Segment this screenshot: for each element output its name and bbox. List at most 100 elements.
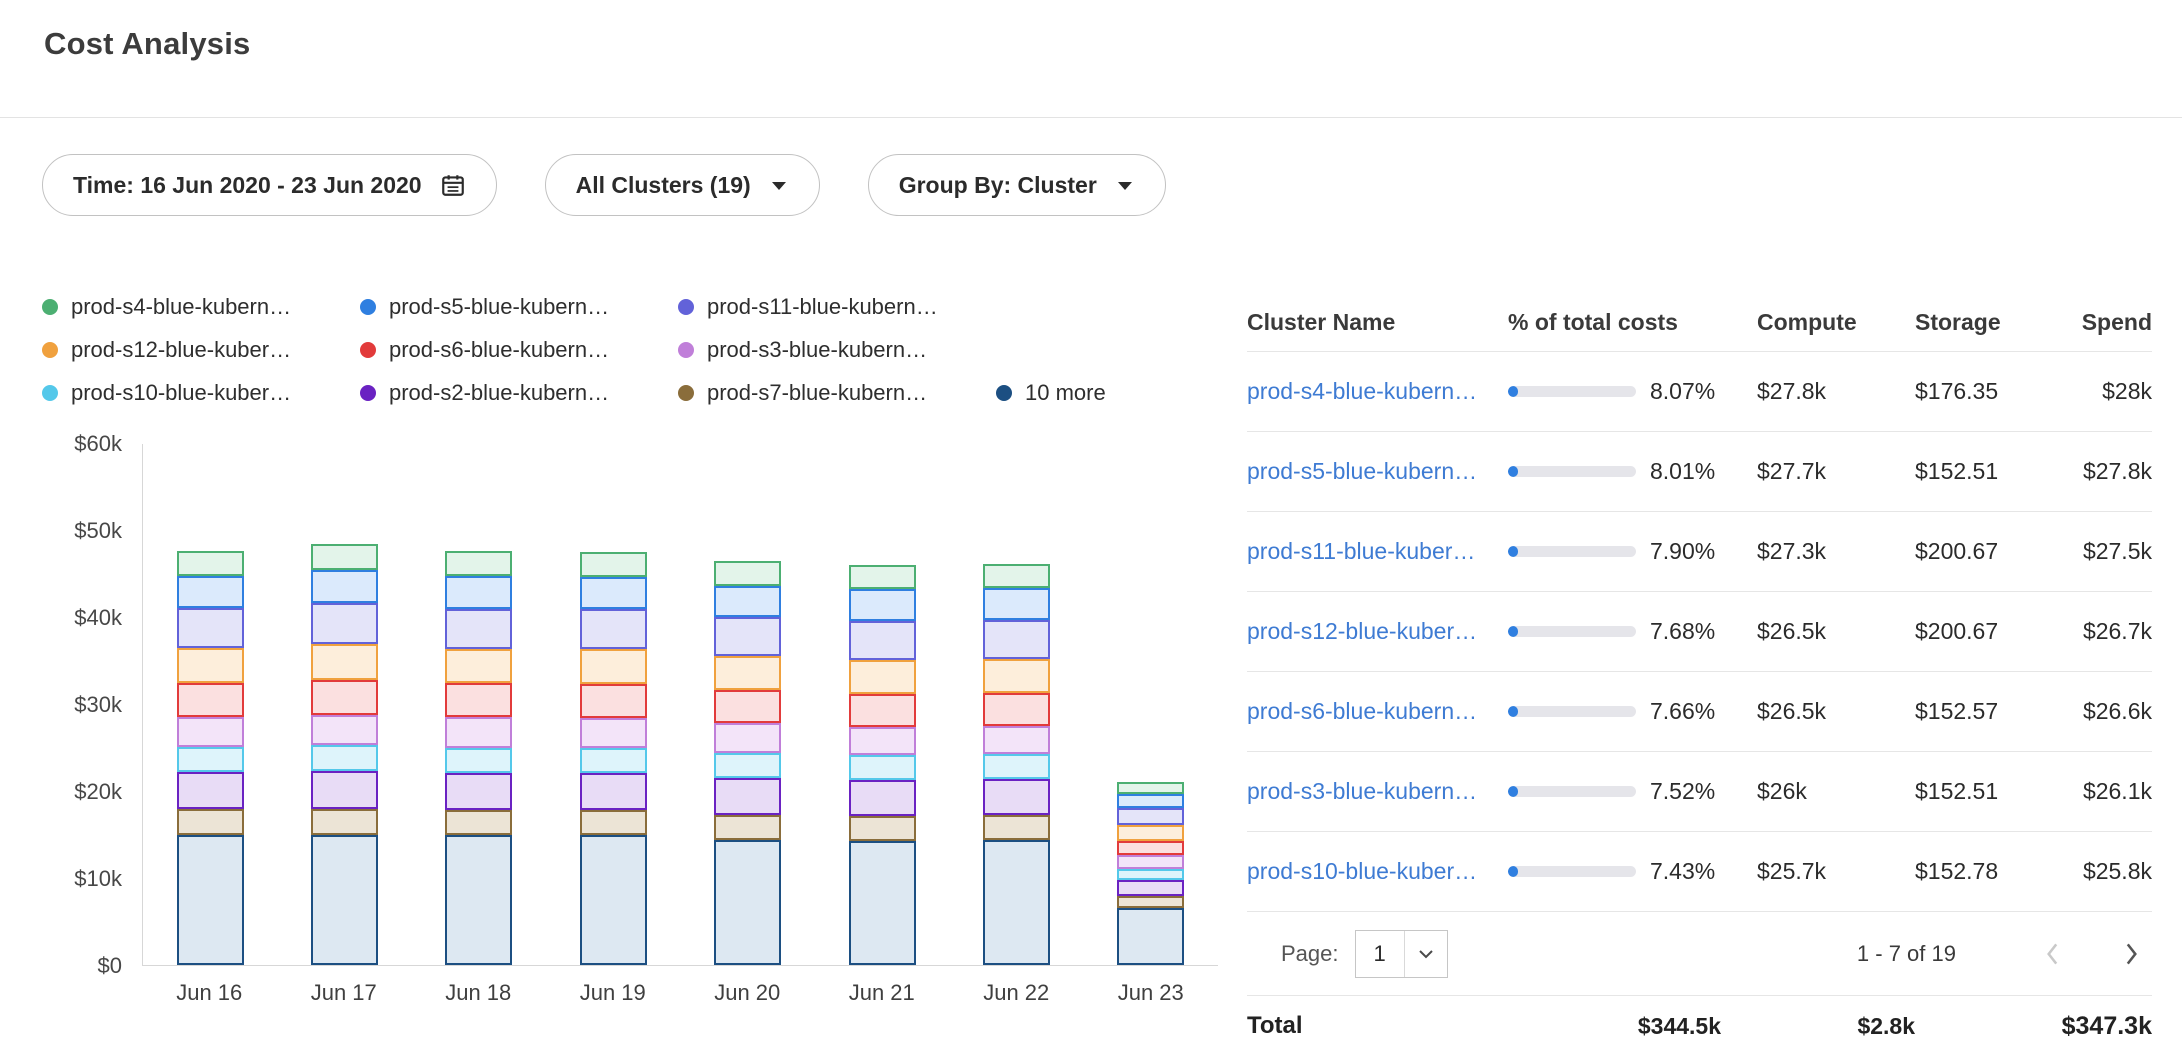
cluster-name-link[interactable]: prod-s4-blue-kubern…: [1247, 378, 1508, 405]
bar-segment[interactable]: [983, 564, 1050, 588]
stacked-bar[interactable]: [1117, 782, 1184, 965]
bar-segment[interactable]: [580, 552, 647, 577]
bar-segment[interactable]: [714, 753, 781, 778]
bar-segment[interactable]: [311, 680, 378, 715]
bar-segment[interactable]: [1117, 855, 1184, 868]
bar-segment[interactable]: [580, 649, 647, 684]
bar-segment[interactable]: [849, 727, 916, 756]
stacked-bar[interactable]: [983, 564, 1050, 965]
bar-segment[interactable]: [580, 835, 647, 965]
bar-segment[interactable]: [311, 771, 378, 809]
bar-segment[interactable]: [177, 683, 244, 717]
bar-segment[interactable]: [445, 683, 512, 717]
bar-segment[interactable]: [177, 608, 244, 648]
bar-segment[interactable]: [1117, 880, 1184, 897]
time-range-filter-button[interactable]: Time: 16 Jun 2020 - 23 Jun 2020: [42, 154, 497, 216]
legend-item[interactable]: prod-s2-blue-kubern…: [360, 380, 678, 406]
column-header[interactable]: % of total costs: [1508, 309, 1757, 336]
bar-segment[interactable]: [177, 576, 244, 608]
bar-segment[interactable]: [849, 841, 916, 965]
legend-item[interactable]: prod-s12-blue-kuber…: [42, 337, 360, 363]
column-header[interactable]: Compute: [1757, 309, 1915, 336]
cluster-name-link[interactable]: prod-s10-blue-kuber…: [1247, 858, 1508, 885]
bar-segment[interactable]: [580, 577, 647, 609]
bar-segment[interactable]: [177, 747, 244, 772]
bar-segment[interactable]: [177, 772, 244, 809]
stacked-bar[interactable]: [445, 551, 512, 965]
bar-segment[interactable]: [445, 576, 512, 608]
bar-segment[interactable]: [177, 648, 244, 683]
page-select[interactable]: 1: [1355, 930, 1448, 978]
bar-segment[interactable]: [1117, 825, 1184, 841]
bar-segment[interactable]: [983, 726, 1050, 755]
bar-segment[interactable]: [849, 589, 916, 620]
bar-segment[interactable]: [445, 748, 512, 773]
bar-segment[interactable]: [849, 621, 916, 660]
cluster-name-link[interactable]: prod-s5-blue-kubern…: [1247, 458, 1508, 485]
bar-segment[interactable]: [177, 835, 244, 966]
column-header[interactable]: Cluster Name: [1247, 309, 1508, 336]
cluster-name-link[interactable]: prod-s11-blue-kuber…: [1247, 538, 1508, 565]
bar-segment[interactable]: [445, 551, 512, 576]
bar-segment[interactable]: [1117, 782, 1184, 793]
bar-segment[interactable]: [983, 620, 1050, 659]
bar-segment[interactable]: [849, 660, 916, 694]
bar-segment[interactable]: [1117, 841, 1184, 856]
legend-item[interactable]: prod-s11-blue-kubern…: [678, 294, 996, 320]
stacked-bar[interactable]: [849, 565, 916, 965]
bar-segment[interactable]: [1117, 908, 1184, 965]
legend-item[interactable]: prod-s7-blue-kubern…: [678, 380, 996, 406]
bar-segment[interactable]: [311, 544, 378, 570]
legend-item[interactable]: prod-s4-blue-kubern…: [42, 294, 360, 320]
bar-segment[interactable]: [311, 715, 378, 745]
bar-segment[interactable]: [714, 617, 781, 656]
bar-segment[interactable]: [311, 745, 378, 771]
bar-segment[interactable]: [445, 810, 512, 835]
cluster-name-link[interactable]: prod-s3-blue-kubern…: [1247, 778, 1508, 805]
bar-segment[interactable]: [714, 690, 781, 723]
bar-segment[interactable]: [177, 717, 244, 747]
bar-segment[interactable]: [580, 718, 647, 748]
bar-segment[interactable]: [580, 684, 647, 718]
group-by-filter-button[interactable]: Group By: Cluster: [868, 154, 1166, 216]
stacked-bar[interactable]: [714, 561, 781, 965]
bar-segment[interactable]: [983, 659, 1050, 693]
bar-segment[interactable]: [714, 561, 781, 586]
prev-page-button[interactable]: [2040, 939, 2066, 969]
bar-segment[interactable]: [311, 570, 378, 603]
bar-segment[interactable]: [849, 565, 916, 589]
bar-segment[interactable]: [714, 586, 781, 617]
bar-segment[interactable]: [1117, 896, 1184, 907]
bar-segment[interactable]: [445, 773, 512, 810]
next-page-button[interactable]: [2118, 939, 2144, 969]
cluster-name-link[interactable]: prod-s6-blue-kubern…: [1247, 698, 1508, 725]
stacked-bar[interactable]: [177, 551, 244, 965]
bar-segment[interactable]: [983, 588, 1050, 619]
bar-segment[interactable]: [445, 649, 512, 684]
bar-segment[interactable]: [445, 609, 512, 649]
bar-segment[interactable]: [1117, 869, 1184, 880]
bar-segment[interactable]: [311, 809, 378, 835]
bar-segment[interactable]: [983, 754, 1050, 778]
bar-segment[interactable]: [849, 755, 916, 779]
legend-item[interactable]: prod-s5-blue-kubern…: [360, 294, 678, 320]
bar-segment[interactable]: [983, 693, 1050, 726]
legend-item[interactable]: 10 more: [996, 380, 1106, 406]
bar-segment[interactable]: [177, 551, 244, 576]
stacked-bar[interactable]: [311, 544, 378, 965]
bar-segment[interactable]: [311, 644, 378, 680]
bar-segment[interactable]: [1117, 794, 1184, 808]
bar-segment[interactable]: [983, 779, 1050, 816]
cluster-name-link[interactable]: prod-s12-blue-kuber…: [1247, 618, 1508, 645]
legend-item[interactable]: prod-s10-blue-kuber…: [42, 380, 360, 406]
bar-segment[interactable]: [445, 835, 512, 965]
bar-segment[interactable]: [714, 840, 781, 965]
bar-segment[interactable]: [445, 717, 512, 747]
bar-segment[interactable]: [311, 835, 378, 965]
clusters-filter-button[interactable]: All Clusters (19): [545, 154, 820, 216]
bar-segment[interactable]: [311, 603, 378, 644]
bar-segment[interactable]: [177, 809, 244, 834]
bar-segment[interactable]: [983, 840, 1050, 965]
bar-segment[interactable]: [714, 723, 781, 753]
bar-segment[interactable]: [714, 656, 781, 690]
